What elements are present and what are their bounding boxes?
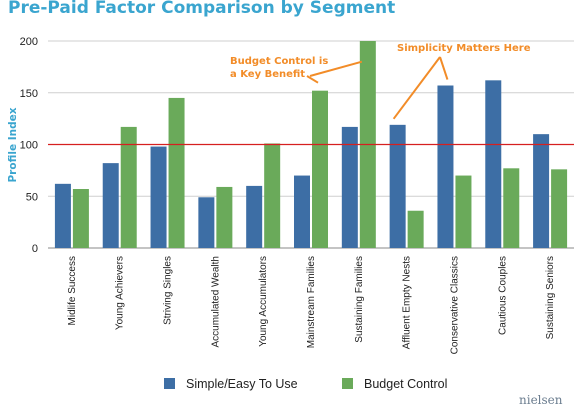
bar-budget-control [168,97,185,248]
y-tick-label: 150 [20,88,38,100]
annotation-simplicity-text: Simplicity Matters Here [397,43,531,54]
brand-logo: nielsen [519,393,563,407]
bar-simple-easy [437,85,454,248]
y-axis-ticks: 0 50 100 150 200 [20,36,38,255]
annotation-arrow [392,56,441,120]
legend: Simple/Easy To Use Budget Control [164,377,447,391]
x-category-label: Sustaining Families [354,256,365,343]
bar-budget-control [407,210,424,248]
bar-simple-easy [54,183,71,248]
bar-simple-easy [150,146,167,248]
bar-budget-control [216,186,233,248]
chart-title: Pre-Paid Factor Comparison by Segment [8,0,395,18]
annotation-arrow [306,75,319,84]
x-category-label: Young Accumulators [258,256,269,347]
x-axis-categories: Midlife Success Young Achievers Striving S… [67,256,556,354]
x-category-label: Striving Singles [163,256,174,325]
bar-simple-easy [533,134,550,248]
legend-swatch [164,378,175,389]
bar-simple-easy [246,185,263,248]
y-tick-label: 50 [26,191,38,203]
bar-budget-control [120,126,137,248]
y-tick-label: 100 [20,140,38,152]
x-category-label: Conservative Classics [449,256,460,354]
bar-budget-control [312,90,328,249]
bar-simple-easy [389,124,406,248]
y-axis-label: Profile Index [7,107,19,182]
annotations: Budget Control is a Key Benefit Simplicity… [230,43,531,120]
x-category-label: Cautious Couples [497,256,508,335]
bar-simple-easy [341,126,358,248]
y-tick-label: 200 [20,36,38,48]
x-category-label: Mainstream Families [306,256,317,348]
x-category-label: Affluent Empty Nests [402,256,413,349]
legend-label: Budget Control [364,377,447,391]
annotation-budget-text: Budget Control is [230,56,328,67]
x-category-label: Accumulated Wealth [210,256,221,348]
y-tick-label: 0 [32,243,38,255]
bar-simple-easy [198,197,215,248]
x-category-label: Midlife Success [67,256,78,325]
bar-simple-easy [485,80,502,248]
annotation-arrow [439,56,449,80]
bar-budget-control [551,169,568,248]
legend-label: Simple/Easy To Use [186,377,298,391]
bar-budget-control [72,189,89,248]
bar-budget-control [503,168,520,248]
bar-budget-control [264,143,281,248]
bar-simple-easy [294,175,310,248]
annotation-arrow [309,60,363,77]
bars [54,41,568,249]
bar-simple-easy [102,163,119,248]
x-category-label: Sustaining Seniors [545,256,556,339]
x-category-label: Young Achievers [115,256,126,330]
annotation-budget-text: a Key Benefit [230,69,305,80]
bar-budget-control [455,175,472,248]
legend-swatch [342,378,353,389]
